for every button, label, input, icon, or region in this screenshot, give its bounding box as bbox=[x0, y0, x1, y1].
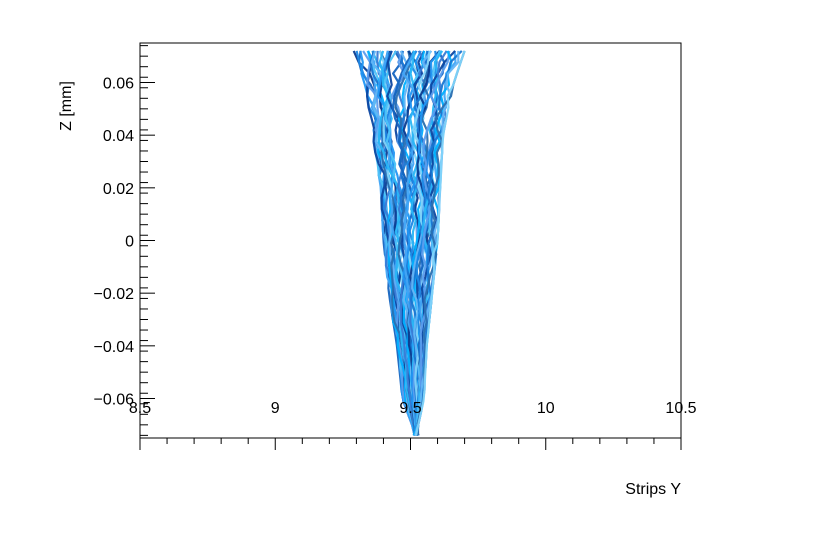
y-tick-label: 0.06 bbox=[103, 76, 134, 93]
x-tick-label: 9.5 bbox=[399, 400, 421, 417]
x-tick-label: 10.5 bbox=[665, 400, 696, 417]
trajectory-line bbox=[402, 50, 423, 436]
x-axis-title: Strips Y bbox=[625, 481, 681, 498]
y-axis-title: Z [mm] bbox=[58, 81, 75, 131]
y-tick-label: −0.06 bbox=[94, 392, 135, 409]
y-tick-label: −0.04 bbox=[94, 339, 135, 356]
trajectory-line bbox=[416, 50, 451, 436]
x-tick-label: 10 bbox=[537, 400, 555, 417]
y-tick-label: 0.04 bbox=[103, 128, 134, 145]
y-tick-label: 0.02 bbox=[103, 181, 134, 198]
trajectory-group bbox=[352, 50, 466, 436]
y-axis: −0.06 −0.04 −0.02 0 0.02 0.04 0.06 bbox=[94, 45, 155, 436]
x-tick-label: 8.5 bbox=[129, 400, 151, 417]
y-tick-label: −0.02 bbox=[94, 286, 135, 303]
x-axis: 8.5 9 9.5 10 10.5 bbox=[129, 400, 697, 450]
x-tick-label: 9 bbox=[271, 400, 280, 417]
y-tick-label: 0 bbox=[125, 234, 134, 251]
trajectory-line bbox=[415, 50, 466, 436]
